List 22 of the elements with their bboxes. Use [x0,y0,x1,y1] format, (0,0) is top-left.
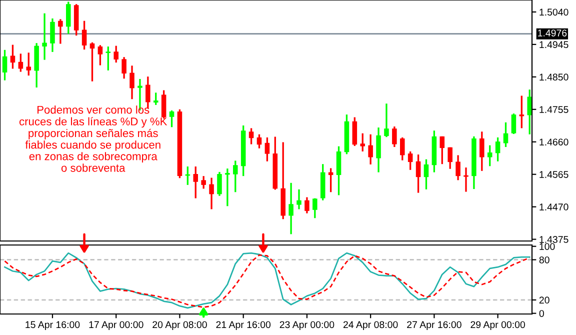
y-tick-label: 1.4470 [540,204,568,210]
y-tick-label: 1.4945 [540,41,568,48]
x-tick-label: 29 Apr 00:00 [470,321,525,330]
x-tick-label: 23 Apr 00:00 [280,321,334,330]
y-tick-label: 1.4375 [540,236,568,243]
x-tick-label: 24 Apr 08:00 [343,321,398,330]
y-tick-label: 0 [539,310,544,317]
x-tick-label: 15 Apr 16:00 [26,321,80,330]
x-tick-label: 17 Apr 00:00 [89,321,144,330]
y-tick-label: 1.4850 [540,74,568,81]
annotation: Podemos ver como los cruces de las líneas %D y %K proporcionan señales más fiables cuando se producen en zonas de sobrecompra o sobreventa [19,106,168,172]
y-tick-label: 80 [539,256,550,264]
ref-line-label: 1.4976 [538,30,567,36]
y-tick-label: 20 [539,296,550,304]
y-tick-label: 1.4755 [540,106,568,114]
y-tick-label: 1.4565 [540,171,568,178]
x-tick-label: 20 Apr 08:00 [152,321,207,330]
y-tick-label: 1.4660 [540,138,568,146]
x-tick-label: 27 Apr 16:00 [407,321,462,330]
y-tick-label: 100 [540,243,555,250]
y-tick-label: 1.5040 [540,8,568,16]
x-tick-label: 21 Apr 16:00 [216,321,271,330]
